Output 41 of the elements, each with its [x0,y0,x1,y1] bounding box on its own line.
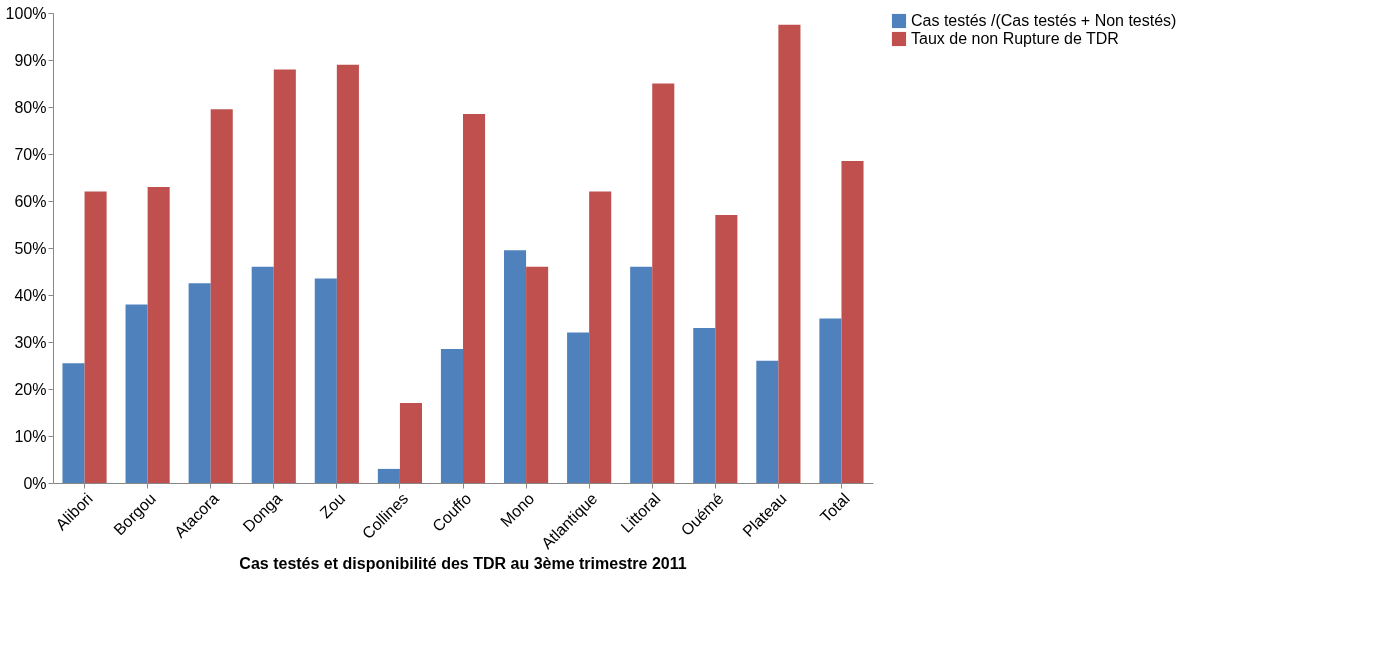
bar [526,266,549,483]
bar [440,349,463,483]
bar [463,114,486,483]
y-tick-label: 0% [23,474,47,492]
bar [693,327,716,483]
x-tick-label: Zou [316,489,349,522]
bar [819,318,842,483]
bar [630,266,653,483]
bar [377,468,400,483]
bar [756,360,779,483]
bar [778,24,801,483]
bar [84,191,107,483]
bar [399,403,422,483]
bar [715,215,738,483]
bar [841,161,864,483]
y-tick-label: 60% [14,192,47,210]
y-tick-label: 90% [14,51,47,69]
bar [652,83,675,483]
bar [504,250,527,483]
legend-label: Cas testés /(Cas testés + Non testés) [911,12,1177,29]
y-tick-label: 70% [14,145,47,163]
y-tick-label: 100% [5,4,47,22]
bar [567,332,590,483]
y-tick-label: 20% [14,380,47,398]
bar [188,283,211,483]
y-tick-label: 80% [14,98,47,116]
y-tick-label: 10% [14,427,47,445]
bar [147,186,170,483]
bar [589,191,612,483]
bar [210,109,233,483]
text: Cas testés et disponibilité des TDR au 3ème trimestre 2011 [239,554,687,572]
y-tick-label: 30% [14,333,47,351]
bar [62,363,85,483]
bar [251,266,274,483]
bar [273,69,296,483]
bar [125,304,148,483]
bar [314,278,337,483]
y-tick-label: 50% [14,239,47,257]
y-tick-label: 40% [14,286,47,304]
legend-label: Taux de non Rupture de TDR [911,30,1119,47]
bar [336,64,359,483]
